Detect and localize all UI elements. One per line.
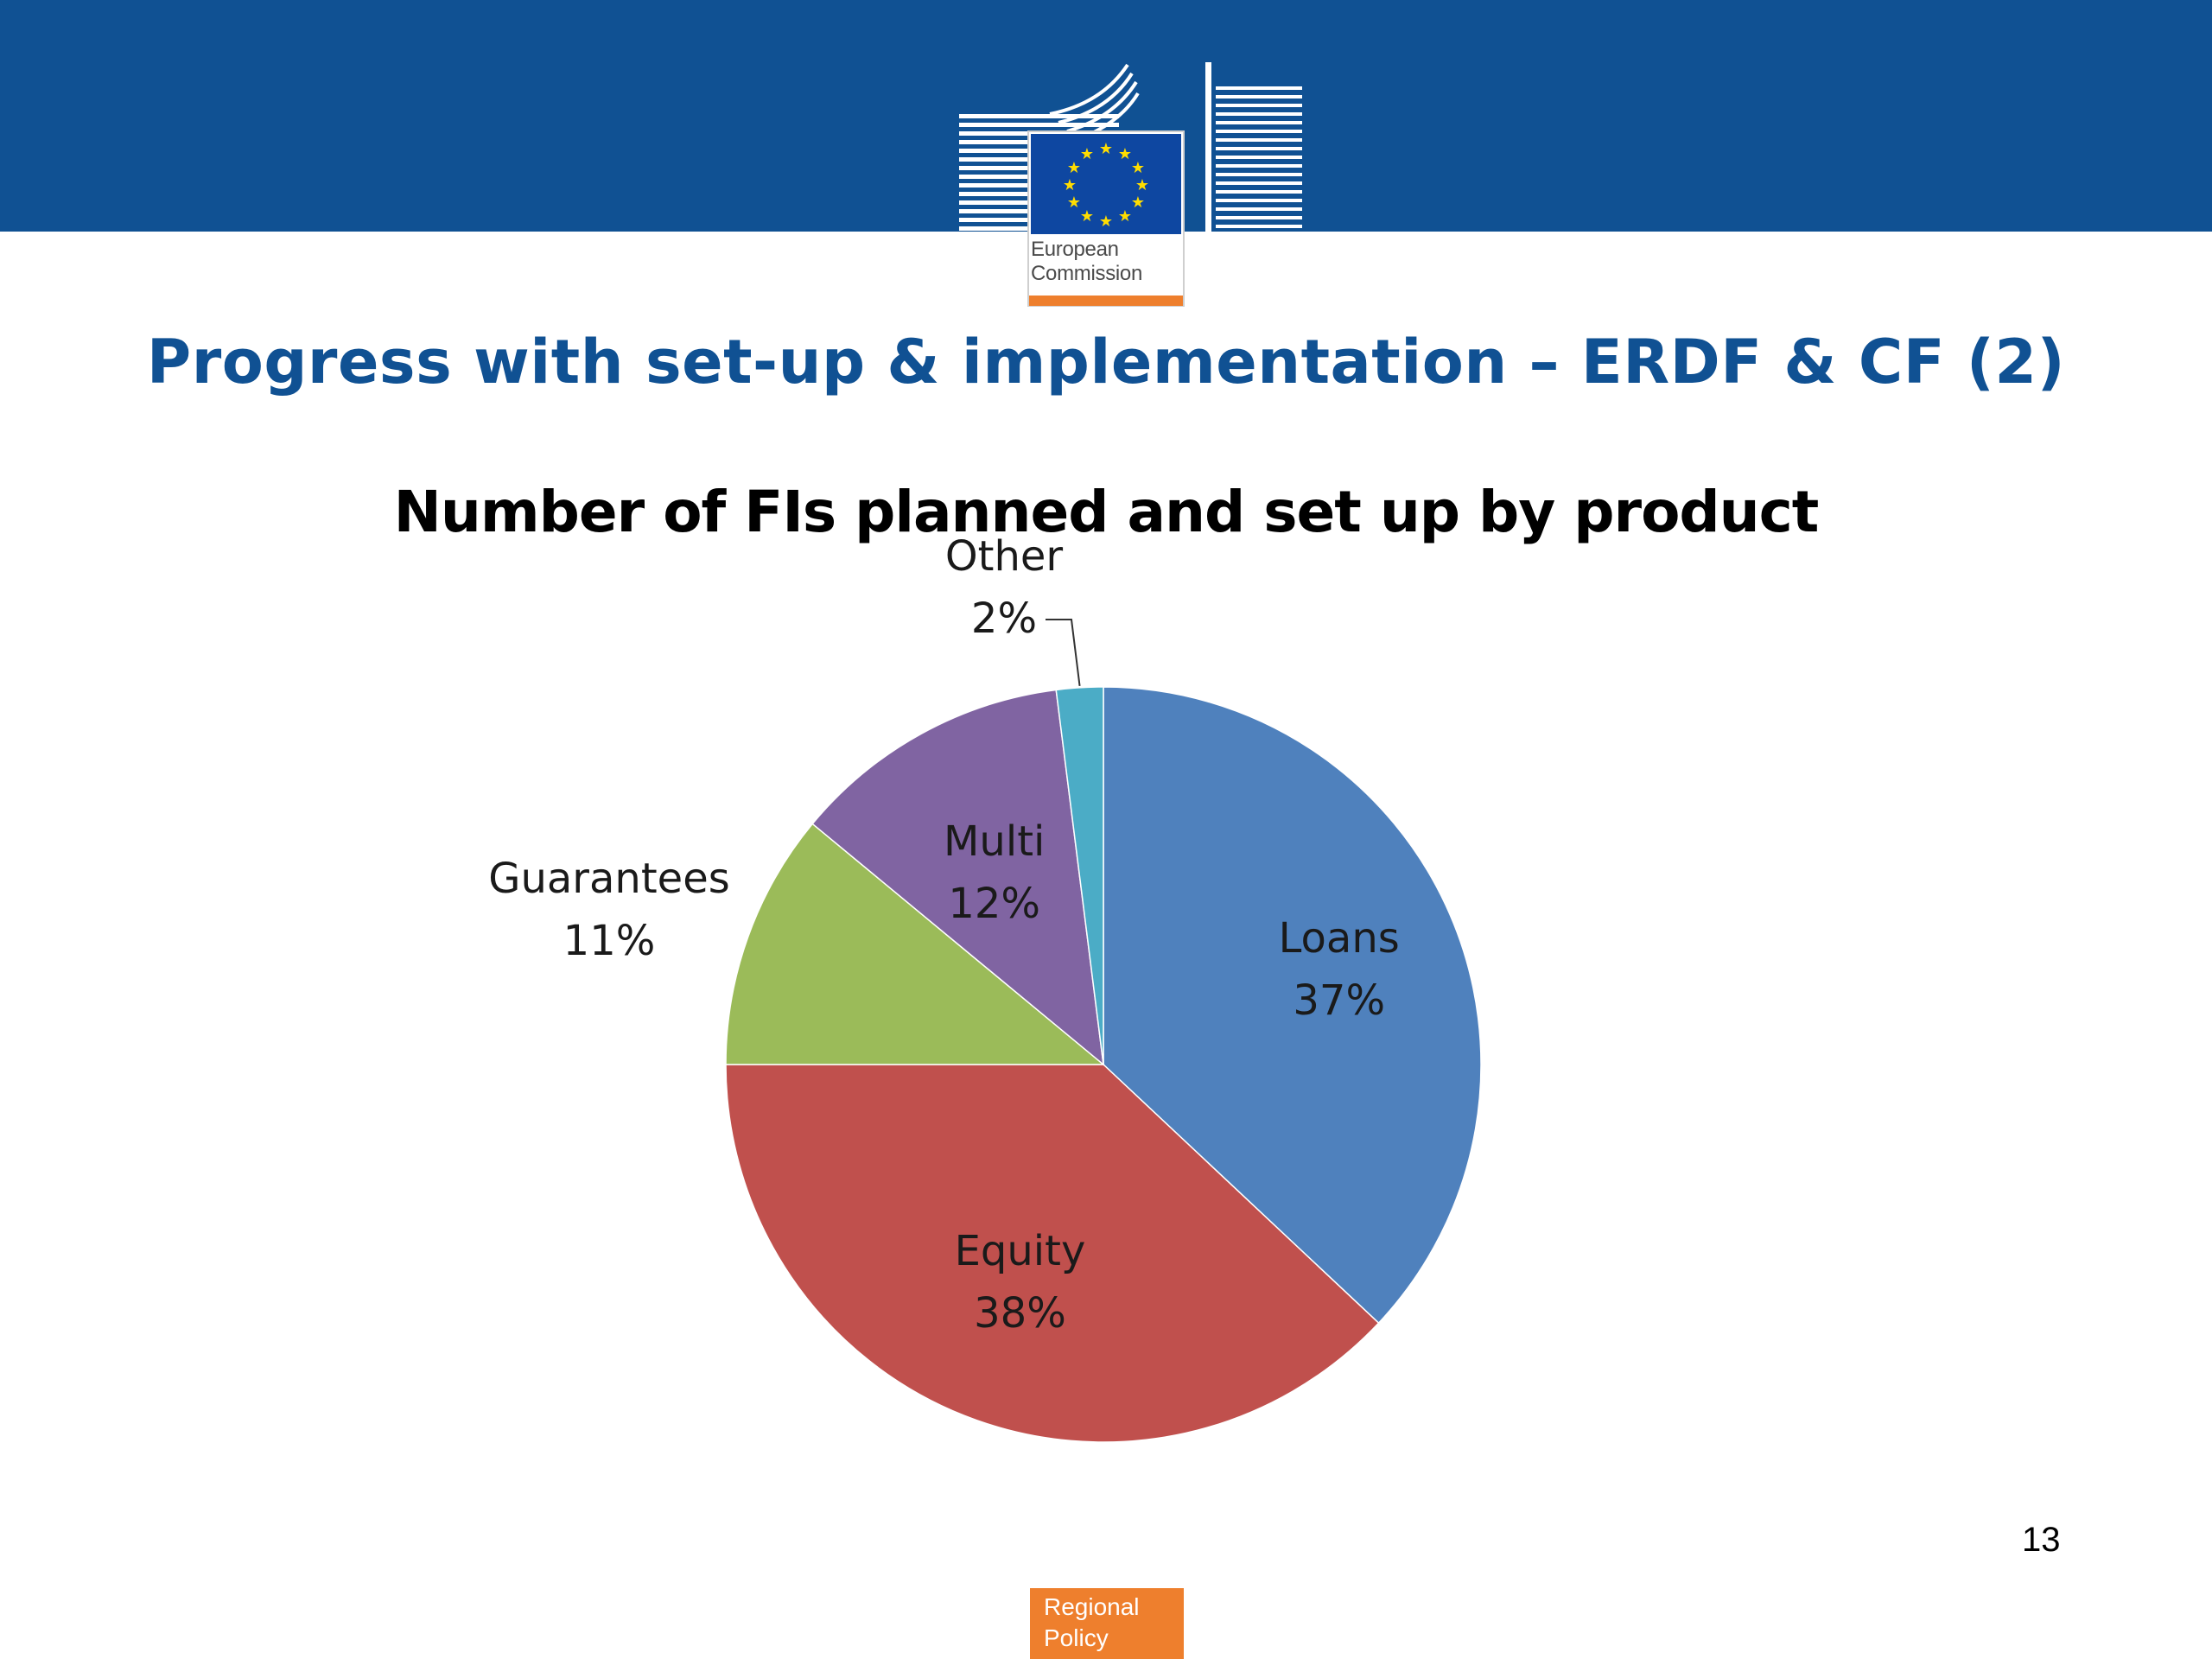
svg-text:★: ★ [1080, 145, 1094, 163]
svg-text:★: ★ [1067, 159, 1081, 177]
slice-value-guarantees: 11% [563, 917, 656, 965]
pie-slice-multi [811, 689, 1104, 1066]
slice-label-multi: Multi [944, 817, 1045, 866]
badge-line2: Policy [1044, 1624, 1109, 1651]
badge-line1: Regional [1044, 1593, 1140, 1620]
slice-label-other: Other [945, 532, 1064, 581]
svg-text:★: ★ [1135, 176, 1149, 194]
berlaymont-building-icon: ★ ★ ★ ★ ★ ★ ★ ★ ★ ★ ★ ★ [959, 62, 1302, 307]
slice-label-equity: Equity [955, 1227, 1086, 1275]
svg-text:★: ★ [1131, 194, 1145, 212]
pie-slice-equity [725, 1064, 1380, 1443]
logo-text-line1: European [1031, 238, 1119, 261]
european-commission-logo: ★ ★ ★ ★ ★ ★ ★ ★ ★ ★ ★ ★ [955, 60, 1309, 307]
svg-text:★: ★ [1099, 140, 1113, 158]
svg-text:★: ★ [1131, 159, 1145, 177]
chart-title: Number of FIs planned and set up by prod… [393, 479, 1820, 545]
svg-text:★: ★ [1080, 207, 1094, 226]
slice-label-loans: Loans [1279, 914, 1400, 963]
svg-text:★: ★ [1118, 145, 1132, 163]
pie-slice-guarantees [725, 823, 1106, 1065]
svg-text:★: ★ [1099, 213, 1113, 231]
slide-title: Progress with set-up & implementation – … [146, 327, 2066, 397]
svg-text:★: ★ [1067, 194, 1081, 212]
eu-stars-icon: ★ ★ ★ ★ ★ ★ ★ ★ ★ ★ ★ ★ [1063, 140, 1149, 231]
slice-value-other: 2% [971, 594, 1037, 643]
svg-text:★: ★ [1063, 176, 1077, 194]
slice-value-loans: 37% [1293, 976, 1385, 1025]
slice-label-guarantees: Guarantees [488, 855, 730, 903]
logo-text-line2: Commission [1031, 262, 1143, 285]
page-number: 13 [2022, 1521, 2061, 1559]
slice-value-multi: 12% [948, 880, 1040, 928]
logo-text: European Commission [1031, 238, 1178, 286]
pie-slice-loans [1103, 686, 1482, 1325]
leader-line-other [1046, 619, 1081, 686]
pie-slice-other [1055, 686, 1104, 1065]
regional-policy-badge: Regional Policy [1030, 1588, 1184, 1659]
svg-text:★: ★ [1118, 207, 1132, 226]
slice-value-equity: 38% [974, 1289, 1066, 1338]
